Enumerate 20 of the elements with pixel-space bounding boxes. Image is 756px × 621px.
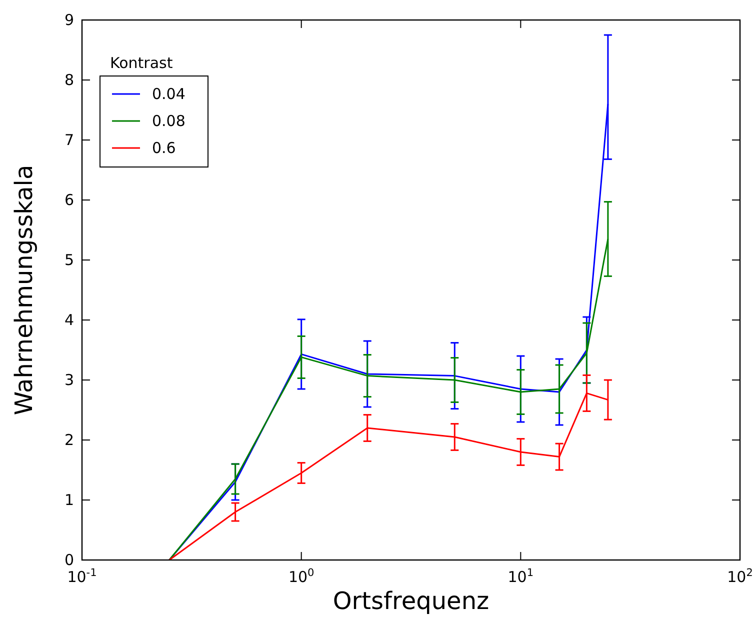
legend-title: Kontrast — [110, 54, 173, 72]
y-tick-label: 4 — [64, 311, 74, 329]
y-tick-label: 0 — [64, 551, 74, 569]
x-tick-label: 10$^{2}$ — [727, 567, 753, 586]
legend-label: 0.08 — [152, 112, 186, 130]
x-axis-title: Ortsfrequenz — [332, 587, 490, 615]
y-tick-label: 1 — [64, 491, 74, 509]
y-axis-title: Wahrnehmungsskala — [10, 164, 38, 416]
y-tick-label: 8 — [64, 71, 74, 89]
y-tick-label: 7 — [64, 131, 74, 149]
y-tick-label: 2 — [64, 431, 74, 449]
x-tick-label: 10$^{1}$ — [508, 567, 534, 586]
y-tick-label: 3 — [64, 371, 74, 389]
x-tick-label: 10$^{-1}$ — [67, 567, 97, 586]
y-tick-label: 6 — [64, 191, 74, 209]
y-tick-label: 5 — [64, 251, 74, 269]
legend-label: 0.04 — [152, 85, 186, 103]
legend-label: 0.6 — [152, 139, 176, 157]
x-tick-label: 10$^{0}$ — [288, 567, 314, 586]
y-tick-label: 9 — [64, 11, 74, 29]
